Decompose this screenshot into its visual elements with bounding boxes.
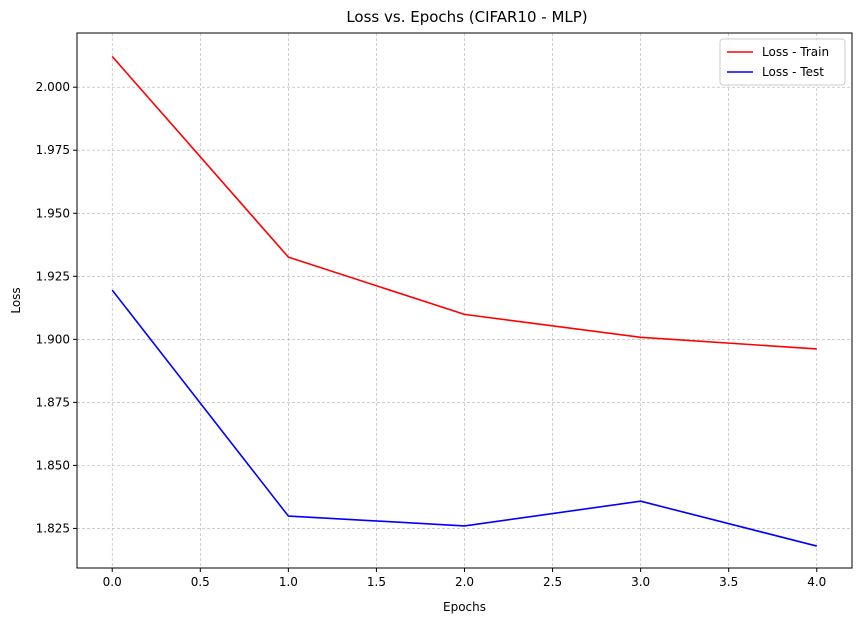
y-tick-label: 1.950 bbox=[36, 206, 70, 220]
y-tick-label: 1.925 bbox=[36, 269, 70, 283]
x-tick-label: 0.5 bbox=[191, 575, 210, 589]
legend-label: Loss - Train bbox=[762, 45, 829, 59]
legend-box bbox=[719, 38, 846, 86]
x-tick-label: 1.5 bbox=[367, 575, 386, 589]
x-tick-label: 3.0 bbox=[631, 575, 650, 589]
y-tick-label: 2.000 bbox=[36, 80, 70, 94]
series-line-train bbox=[111, 55, 817, 350]
y-tick-label: 1.975 bbox=[36, 143, 70, 157]
x-axis-ticks: 0.0 0.5 1.0 1.5 2.0 2.5 3.0 3.5 4.0 bbox=[103, 568, 826, 589]
x-tick-label: 1.0 bbox=[279, 575, 298, 589]
grid-lines bbox=[77, 33, 852, 568]
x-tick-label: 2.0 bbox=[455, 575, 474, 589]
y-tick-label: 1.825 bbox=[36, 521, 70, 535]
x-tick-label: 2.5 bbox=[543, 575, 562, 589]
x-tick-label: 0.0 bbox=[103, 575, 122, 589]
legend-label: Loss - Test bbox=[762, 65, 824, 79]
x-tick-label: 3.5 bbox=[719, 575, 738, 589]
legend: Loss - Train Loss - Test bbox=[719, 38, 846, 86]
series-line-test bbox=[111, 289, 817, 547]
y-axis-ticks: 1.825 1.850 1.875 1.900 1.925 1.950 1.975 2.000 bbox=[36, 80, 77, 535]
x-axis-label: Epochs bbox=[443, 600, 486, 614]
y-tick-label: 1.900 bbox=[36, 332, 70, 346]
x-tick-label: 4.0 bbox=[807, 575, 826, 589]
y-axis-label: Loss bbox=[9, 287, 23, 313]
series-lines bbox=[111, 55, 817, 547]
y-tick-label: 1.850 bbox=[36, 458, 70, 472]
chart-title: Loss vs. Epochs (CIFAR10 - MLP) bbox=[346, 8, 587, 26]
y-tick-label: 1.875 bbox=[36, 395, 70, 409]
